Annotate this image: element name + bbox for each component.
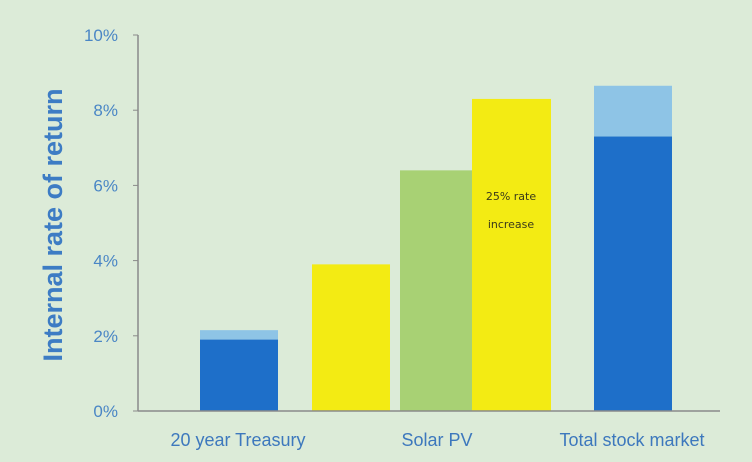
y-tick-label: 0% bbox=[93, 402, 118, 421]
annotation-line-1: 25% rate bbox=[486, 190, 537, 203]
y-axis-ticks: 0% 2% 4% 6% 8% 10% bbox=[84, 26, 138, 421]
x-category-label: Solar PV bbox=[401, 430, 472, 450]
bar-upper-segment bbox=[594, 85, 672, 137]
y-tick-label: 6% bbox=[93, 176, 118, 195]
annotation-line-2: increase bbox=[488, 218, 535, 231]
y-tick-label: 10% bbox=[84, 26, 118, 45]
y-axis-label: Internal rate of return bbox=[38, 88, 68, 361]
y-tick-label: 8% bbox=[93, 101, 118, 120]
bar bbox=[200, 339, 278, 411]
bar bbox=[594, 136, 672, 411]
bar bbox=[472, 98, 551, 412]
y-tick-label: 2% bbox=[93, 327, 118, 346]
bar bbox=[400, 170, 472, 411]
bar-upper-segment bbox=[200, 330, 278, 340]
bar bbox=[312, 264, 390, 411]
x-category-label: 20 year Treasury bbox=[170, 430, 305, 450]
y-tick-label: 4% bbox=[93, 252, 118, 271]
bars bbox=[200, 85, 672, 412]
x-category-label: Total stock market bbox=[559, 430, 704, 450]
x-axis-categories: 20 year Treasury Solar PV Total stock mark… bbox=[170, 430, 704, 450]
